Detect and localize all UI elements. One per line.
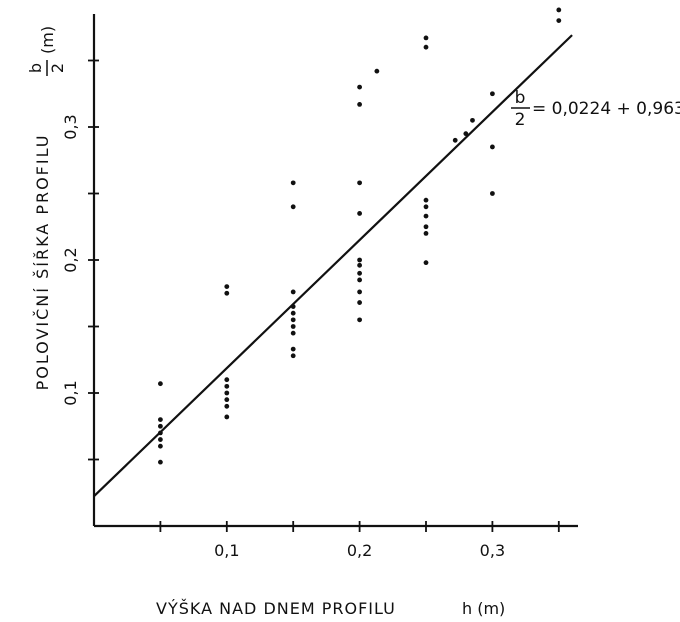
data-point (357, 317, 362, 323)
data-points (158, 7, 562, 465)
data-point (423, 231, 429, 236)
data-point (423, 44, 429, 50)
data-point (290, 353, 296, 359)
data-point (470, 117, 475, 123)
data-point (490, 144, 495, 150)
data-point (224, 377, 230, 383)
data-point (290, 310, 296, 316)
data-point (158, 437, 163, 442)
data-point (423, 35, 429, 41)
data-point (290, 317, 296, 323)
data-point (158, 459, 163, 465)
y-unit-suffix: (m) (38, 26, 57, 54)
y-unit-numerator: b (26, 63, 45, 73)
data-point (290, 346, 296, 352)
equation-rhs: = 0,0224 + 0,963h (532, 99, 680, 119)
y-tick-label: 0,3 (61, 114, 80, 139)
regression-equation: b 2 = 0,0224 + 0,963h (511, 88, 680, 130)
y-tick-label: 0,1 (61, 380, 80, 405)
data-point (452, 137, 458, 143)
data-point (357, 300, 362, 305)
data-point (224, 397, 230, 403)
data-point (463, 131, 469, 137)
x-tick-label: 0,1 (214, 541, 239, 560)
data-point (423, 204, 429, 210)
y-axis-title: POLOVIČNÍ ŠÍŘKA PROFILU b 2 (m) (26, 26, 67, 391)
data-point (490, 91, 495, 97)
x-axis-label: VÝŠKA NAD DNEM PROFILU (156, 599, 396, 618)
data-point (357, 277, 362, 283)
data-point (158, 381, 163, 387)
data-point (290, 324, 296, 329)
data-point (423, 213, 429, 219)
equation-numerator: b (515, 88, 526, 108)
data-point (290, 289, 296, 295)
x-tick-label: 0,2 (347, 541, 372, 560)
x-tick-label: 0,3 (480, 541, 505, 560)
y-axis-ticks: 0,1 0,2 0,3 (61, 59, 99, 461)
equation-denominator: 2 (515, 110, 526, 130)
y-axis-label: POLOVIČNÍ ŠÍŘKA PROFILU (33, 134, 52, 391)
data-point (423, 224, 429, 230)
data-point (224, 414, 230, 420)
data-point (290, 204, 296, 210)
data-point (224, 284, 230, 289)
data-point (290, 330, 296, 336)
data-point (357, 289, 362, 295)
data-point (423, 197, 429, 203)
data-point (490, 191, 495, 196)
x-axis-unit: h (m) (462, 599, 505, 618)
data-point (290, 180, 296, 186)
data-point (357, 270, 362, 276)
data-point (357, 262, 362, 268)
data-point (224, 290, 230, 296)
data-point (357, 257, 362, 263)
data-point (357, 211, 362, 216)
data-point (224, 383, 230, 389)
data-point (357, 101, 362, 107)
data-point (357, 180, 362, 186)
regression-line (93, 34, 573, 497)
data-point (158, 417, 163, 422)
data-point (158, 423, 163, 429)
data-point (357, 84, 362, 90)
data-point (374, 68, 380, 74)
data-point (224, 390, 230, 396)
data-point (556, 18, 562, 23)
y-unit-denominator: 2 (48, 63, 67, 73)
x-axis-ticks: 0,1 0,2 0,3 (159, 521, 560, 560)
data-point (423, 260, 429, 266)
data-point (556, 7, 562, 13)
data-point (224, 403, 230, 409)
data-point (158, 443, 163, 449)
y-tick-label: 0,2 (61, 247, 80, 272)
